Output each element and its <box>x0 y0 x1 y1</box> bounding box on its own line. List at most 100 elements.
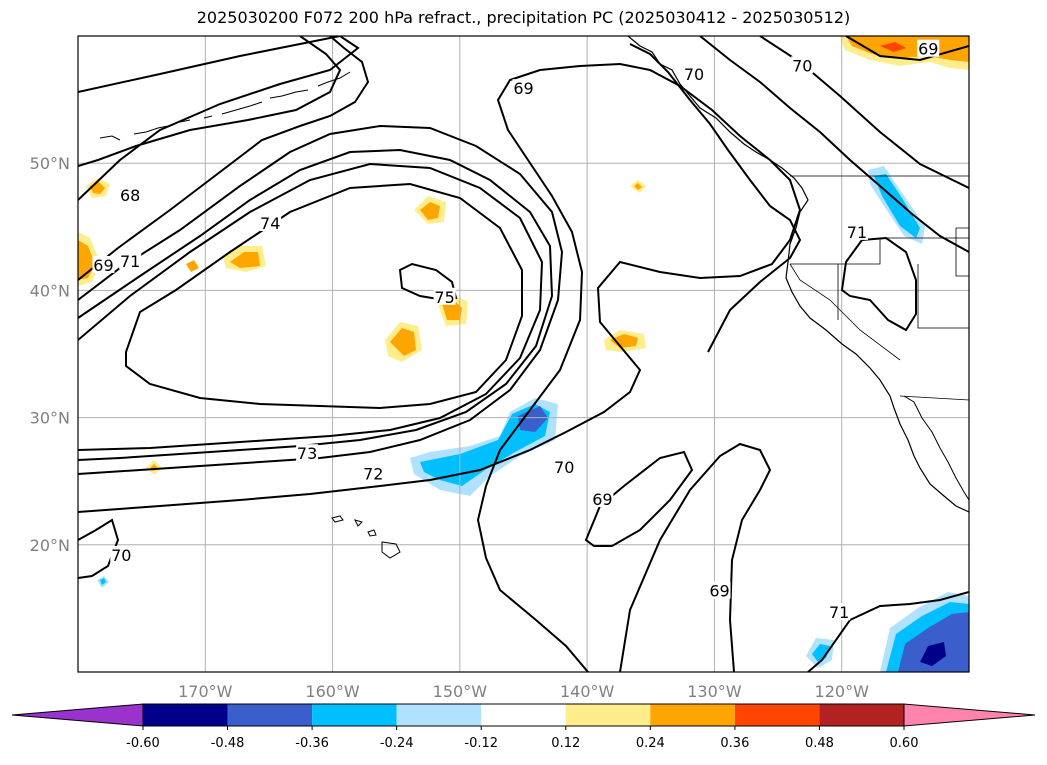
colorbar-label: 0.12 <box>551 736 580 751</box>
colorbar: -0.60 -0.48 -0.36 -0.24 -0.12 0.12 0.24 0.36 0.4… <box>11 703 1036 751</box>
contour-label-background <box>110 545 133 563</box>
contour-line <box>699 36 969 253</box>
precip-patch-positive <box>420 202 440 220</box>
colorbar-segment <box>227 704 313 726</box>
contour-line <box>584 450 694 547</box>
contour-label-background <box>512 79 535 97</box>
state-borders <box>789 175 969 401</box>
precip-patch-positive <box>880 42 906 52</box>
colorbar-label: 0.24 <box>636 736 665 751</box>
colorbar-segment <box>312 704 397 726</box>
contour-label-background <box>791 56 814 74</box>
latitude-label: 40°N <box>30 281 70 300</box>
contour-label: 70 <box>684 65 704 84</box>
contour-line <box>78 62 802 672</box>
map-title: 2025030200 F072 200 hPa refract., precip… <box>196 8 851 27</box>
contour-label: 69 <box>709 582 729 601</box>
colorbar-segment <box>396 704 482 726</box>
contour-labels: 69 70 70 69 68 74 71 69 71 75 73 72 70 69 70 69 71 <box>92 39 940 622</box>
longitude-label: 130°W <box>687 682 742 701</box>
contour-label-background <box>92 255 115 273</box>
latitude-label: 20°N <box>30 536 70 555</box>
contour-label: 75 <box>434 288 454 307</box>
contour-label: 71 <box>829 603 849 622</box>
contour-line <box>629 43 802 353</box>
latitude-label: 50°N <box>30 154 70 173</box>
precip-patch-positive <box>186 260 199 272</box>
contour-label-background <box>683 65 706 83</box>
contour-line <box>619 442 772 672</box>
coastline-hawaii <box>331 515 401 559</box>
precip-patch-negative <box>898 612 969 672</box>
contour-line <box>398 262 458 302</box>
contour-label: 71 <box>847 223 867 242</box>
refractivity-contours <box>78 36 969 672</box>
contour-label: 73 <box>297 444 317 463</box>
colorbar-label: -0.12 <box>464 736 498 751</box>
coastline-baja <box>903 395 969 501</box>
contour-label: 68 <box>120 186 140 205</box>
colorbar-label: -0.36 <box>295 736 329 751</box>
gridlines <box>78 36 969 672</box>
colorbar-label: 0.48 <box>805 736 834 751</box>
colorbar-segment <box>565 704 651 726</box>
colorbar-label: -0.24 <box>380 736 414 751</box>
contour-label-background <box>259 213 282 231</box>
coastline-north-america <box>627 36 969 513</box>
colorbar-extend-low <box>11 703 144 727</box>
colorbar-segment <box>819 704 904 726</box>
contour-label-background <box>708 581 731 599</box>
contour-line <box>78 36 360 201</box>
colorbar-label: -0.48 <box>211 736 245 751</box>
contour-label: 70 <box>554 458 574 477</box>
colorbar-extend-high <box>903 703 1036 727</box>
contour-label: 70 <box>792 56 812 75</box>
contour-line <box>78 36 341 93</box>
longitude-label: 150°W <box>433 682 488 701</box>
colorbar-label: 0.36 <box>720 736 749 751</box>
contour-label-background <box>828 603 851 621</box>
longitude-label: 140°W <box>560 682 615 701</box>
contour-line <box>125 182 523 410</box>
contour-label: 74 <box>260 214 280 233</box>
contour-label-background <box>296 444 319 462</box>
coastlines <box>99 36 969 559</box>
colorbar-segment <box>481 704 566 726</box>
contour-line <box>78 148 554 461</box>
precip-patch-negative <box>812 644 830 662</box>
contour-label-background <box>553 458 576 476</box>
contour-label: 69 <box>513 79 533 98</box>
latitude-label: 30°N <box>30 409 70 428</box>
longitude-label: 160°W <box>305 682 360 701</box>
longitude-label: 170°W <box>178 682 233 701</box>
contour-label-background <box>362 464 385 482</box>
contour-label: 70 <box>111 546 131 565</box>
colorbar-label: 0.60 <box>890 736 919 751</box>
precip-patch-positive <box>634 183 642 190</box>
contour-label-background <box>591 490 614 508</box>
precip-patch-negative <box>920 642 946 666</box>
precip-patch-positive <box>442 300 462 320</box>
colorbar-label: -0.60 <box>126 736 160 751</box>
contour-label-background <box>433 287 456 305</box>
latitude-labels: 50°N 40°N 30°N 20°N <box>30 154 70 555</box>
contour-label: 72 <box>363 465 383 484</box>
contour-line <box>840 236 917 332</box>
contour-line <box>807 591 969 672</box>
colorbar-frame <box>142 703 905 727</box>
contour-label-background <box>917 39 940 57</box>
precipitation-shading <box>78 36 969 672</box>
contour-label: 69 <box>918 40 938 59</box>
contour-label-background <box>119 252 142 270</box>
precip-patch-negative <box>874 174 920 238</box>
contour-label: 69 <box>592 490 612 509</box>
precip-patch-positive <box>390 328 416 356</box>
precip-patch-positive <box>610 334 638 348</box>
longitude-label: 120°W <box>815 682 870 701</box>
contour-label: 69 <box>93 256 113 275</box>
longitude-labels: 170°W 160°W 150°W 140°W 130°W 120°W <box>178 682 869 701</box>
contour-line <box>845 36 969 62</box>
contour-line <box>78 162 544 451</box>
precip-patch-positive <box>230 252 260 268</box>
